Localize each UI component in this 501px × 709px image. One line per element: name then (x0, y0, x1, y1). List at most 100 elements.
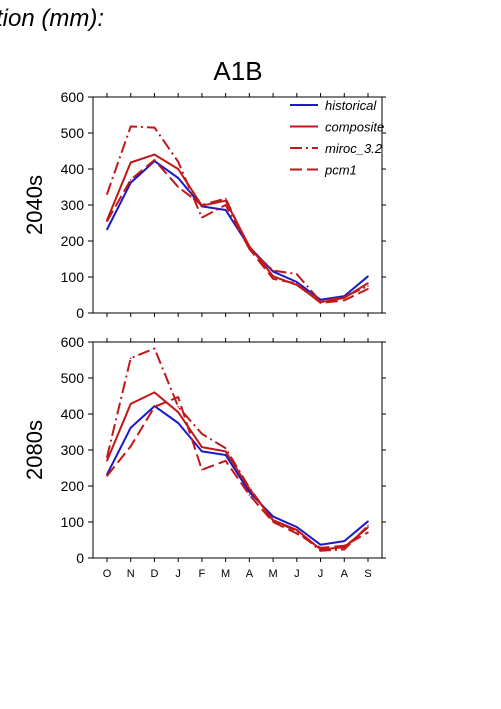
data-point-miroc-3-2 (296, 273, 298, 275)
y-tick-label: 100 (61, 514, 85, 530)
y-tick-label: 300 (61, 442, 85, 458)
data-point-composite (129, 403, 132, 405)
data-point-miroc-3-2 (248, 487, 251, 489)
data-point-pcm1 (129, 445, 132, 448)
data-point-composite (201, 446, 203, 448)
data-point-miroc-3-2 (224, 204, 227, 206)
y-tick-label: 500 (61, 125, 85, 141)
data-point-miroc-3-2 (272, 519, 274, 522)
data-point-composite (367, 282, 369, 284)
data-point-miroc-3-2 (129, 125, 132, 128)
series-line-miroc-3-2 (106, 125, 369, 303)
data-point-miroc-3-2 (224, 447, 227, 450)
data-point-composite (367, 526, 369, 529)
data-point-composite (296, 284, 298, 286)
data-point-composite (177, 168, 179, 170)
y-tick-label: 100 (61, 269, 85, 285)
x-tick-label: D (150, 568, 158, 580)
data-point-historical (201, 450, 203, 453)
data-point-miroc-3-2 (153, 347, 156, 350)
x-tick-label: S (364, 568, 371, 580)
data-point-pcm1 (343, 544, 346, 547)
series-line-historical (106, 405, 369, 546)
data-point-composite (177, 411, 179, 414)
data-point-miroc-3-2 (201, 216, 203, 219)
series-line-composite (106, 391, 369, 551)
chart-panel-2080s: 0 100 200 300 400 500 600 O N D J F M A M J J A S 2080s (22, 334, 386, 580)
data-point-historical (129, 426, 132, 429)
data-point-miroc-3-2 (367, 524, 369, 527)
data-point-miroc-3-2 (106, 193, 108, 195)
y-tick-label: 400 (61, 406, 85, 422)
legend-label: pcm1 (324, 163, 357, 178)
data-point-miroc-3-2 (343, 296, 346, 298)
data-point-miroc-3-2 (272, 269, 274, 272)
data-point-miroc-3-2 (177, 406, 179, 408)
y-tick-label: 0 (76, 550, 84, 566)
x-tick-label: J (175, 568, 181, 580)
y-tick-label: 400 (61, 161, 85, 177)
data-point-miroc-3-2 (296, 530, 298, 532)
data-point-historical (177, 177, 179, 179)
data-point-composite (153, 391, 156, 394)
x-tick-label: A (246, 568, 254, 580)
data-point-miroc-3-2 (177, 161, 179, 163)
legend-label: composite (325, 120, 384, 135)
data-point-pcm1 (177, 186, 179, 188)
legend-label: historical (325, 98, 377, 113)
y-tick-label: 600 (61, 334, 85, 350)
data-point-miroc-3-2 (129, 357, 132, 360)
y-tick-label: 0 (76, 305, 84, 321)
data-point-pcm1 (129, 179, 132, 181)
data-point-historical (367, 275, 369, 278)
chart-panel-2040s: 0 100 200 300 400 500 600 2040s historical compos… (22, 89, 386, 321)
series-line-pcm1 (106, 396, 369, 549)
data-point-pcm1 (272, 521, 274, 523)
data-point-historical (367, 520, 369, 523)
data-point-miroc-3-2 (106, 456, 108, 459)
data-point-pcm1 (296, 282, 298, 285)
y-tick-label: 200 (61, 233, 85, 249)
data-point-pcm1 (177, 396, 179, 398)
legend-label: miroc_3.2 (325, 141, 383, 156)
data-point-miroc-3-2 (343, 548, 346, 551)
data-point-miroc-3-2 (153, 126, 156, 129)
data-point-miroc-3-2 (201, 433, 203, 435)
data-point-historical (224, 454, 227, 456)
data-point-pcm1 (224, 460, 227, 462)
data-point-pcm1 (367, 531, 369, 534)
y-tick-label: 600 (61, 89, 85, 105)
series-line-miroc-3-2 (106, 347, 369, 552)
x-tick-label: O (103, 568, 112, 580)
data-point-historical (224, 209, 227, 211)
x-tick-label: M (221, 568, 230, 580)
data-point-composite (224, 450, 227, 453)
data-point-pcm1 (106, 220, 108, 222)
data-point-pcm1 (224, 197, 227, 200)
data-point-composite (106, 460, 108, 462)
header-text: tion (mm): (0, 5, 104, 32)
row-label: 2080s (22, 420, 47, 480)
data-point-composite (153, 153, 156, 156)
data-point-historical (343, 540, 346, 542)
data-point-pcm1 (319, 547, 322, 549)
data-point-pcm1 (106, 475, 108, 477)
data-point-composite (129, 161, 132, 164)
data-point-pcm1 (248, 248, 251, 250)
data-point-historical (248, 491, 251, 493)
legend: historical composite miroc_3.2 pcm1 (290, 98, 384, 178)
data-point-historical (296, 281, 298, 283)
y-tick-label: 300 (61, 197, 85, 213)
panels: 0 100 200 300 400 500 600 2040s historical compos… (22, 89, 386, 580)
data-point-pcm1 (319, 302, 322, 304)
y-tick-label: 500 (61, 370, 85, 386)
data-point-historical (319, 543, 322, 546)
chart-title: A1B (213, 56, 262, 86)
plot-frame (92, 341, 383, 559)
data-point-pcm1 (296, 532, 298, 535)
data-point-historical (319, 298, 322, 301)
data-point-historical (106, 228, 108, 231)
data-point-pcm1 (201, 469, 203, 471)
data-point-pcm1 (272, 278, 274, 280)
data-point-pcm1 (343, 299, 346, 302)
